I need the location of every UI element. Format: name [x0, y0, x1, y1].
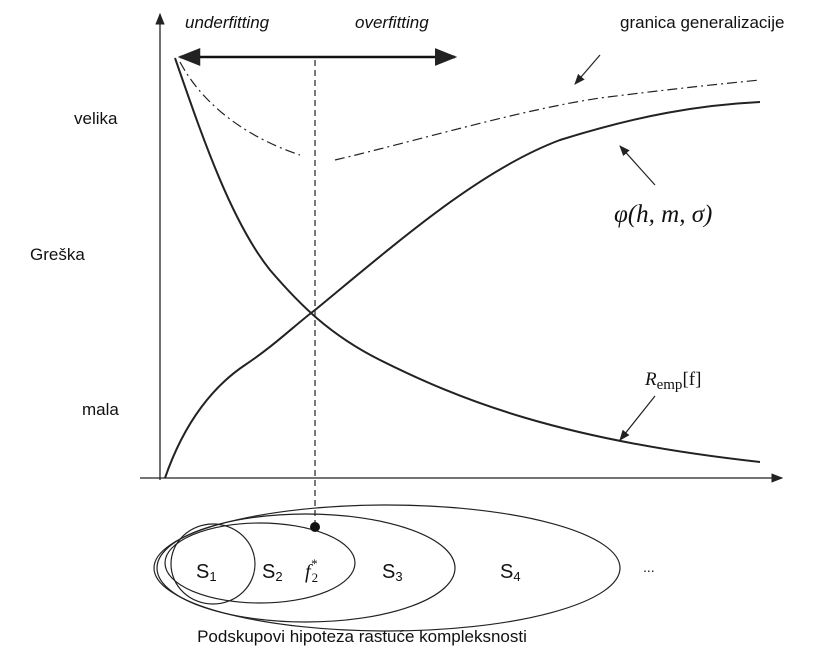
pointer	[619, 145, 656, 186]
set-label: S1	[196, 561, 217, 584]
phi-label: φ(h, m, σ)	[614, 201, 712, 228]
high-label: velika	[74, 109, 118, 128]
bound-label: granica generalizacije	[620, 13, 784, 32]
ellipsis: ...	[643, 559, 655, 575]
set-ellipse	[170, 523, 256, 605]
optimum-dot	[310, 522, 320, 532]
low-label: mala	[82, 400, 119, 419]
set-ellipse	[153, 504, 621, 632]
overfitting-label: overfitting	[355, 13, 429, 32]
pointer	[574, 54, 601, 85]
pointer	[619, 395, 656, 441]
y-axis-label: Greška	[30, 245, 85, 264]
set-label: S4	[500, 561, 521, 584]
confidence-curve	[164, 101, 761, 479]
set-label: S2	[262, 561, 283, 584]
underfitting-label: underfitting	[185, 13, 270, 32]
set-ellipse	[164, 522, 356, 604]
bound-curve-right	[334, 79, 761, 161]
empirical-risk-curve	[174, 57, 761, 463]
caption: Podskupovi hipoteza rastuće kompleksnost…	[197, 627, 527, 646]
optimum-label: f2*	[305, 556, 318, 585]
set-label: S3	[382, 561, 403, 584]
remp-label: Remp[f]	[644, 369, 701, 393]
bound-curve-left	[179, 61, 301, 156]
set-ellipse	[156, 513, 456, 623]
